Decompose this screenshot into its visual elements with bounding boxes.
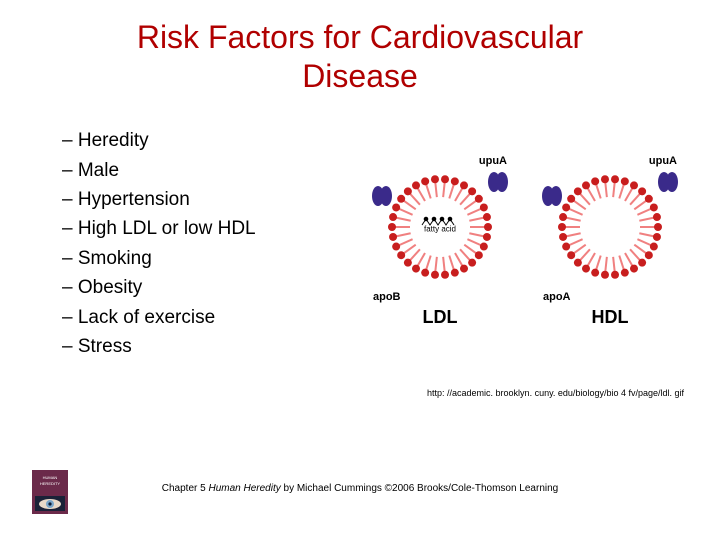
footer-book-title: Human Heredity: [208, 483, 280, 494]
footer-citation: Chapter 5 Human Heredity by Michael Cumm…: [0, 483, 720, 494]
apoa-side-marker-icon: [541, 185, 563, 207]
ldl-name-label: LDL: [365, 307, 515, 328]
footer-pre: Chapter 5: [162, 483, 209, 494]
ldl-panel: upuA fatty acid: [365, 155, 515, 328]
apoa-top-marker-icon: [657, 171, 679, 193]
lipoprotein-row: upuA fatty acid: [360, 155, 690, 328]
list-item: – Lack of exercise: [62, 303, 360, 332]
ldl-apo-top-label: upuA: [365, 155, 515, 167]
list-item: – Hypertension: [62, 185, 360, 214]
list-item: – Male: [62, 156, 360, 185]
apoa-marker-icon: [487, 171, 509, 193]
apob-marker-icon: [371, 185, 393, 207]
ldl-core-label: fatty acid: [424, 225, 456, 234]
hdl-apo-top-label: upuA: [535, 155, 685, 167]
ldl-apob-label: apoB: [365, 291, 515, 303]
list-item: – Heredity: [62, 126, 360, 155]
footer-post: by Michael Cummings ©2006 Brooks/Cole-Th…: [281, 483, 559, 494]
image-source-url: http: //academic. brooklyn. cuny. edu/bi…: [427, 388, 684, 398]
risk-factor-list: – Heredity – Male – Hypertension – High …: [0, 126, 360, 362]
list-item: – Stress: [62, 332, 360, 361]
hdl-apo-side-label: apoA: [535, 291, 685, 303]
hdl-name-label: HDL: [535, 307, 685, 328]
list-item: – Smoking: [62, 244, 360, 273]
textbook-cover-icon: HUMAN HEREDITY: [32, 470, 68, 514]
page-title: Risk Factors for Cardiovascular Disease: [0, 0, 720, 96]
title-line-1: Risk Factors for Cardiovascular: [137, 19, 583, 55]
lipoprotein-figure: upuA fatty acid: [360, 155, 690, 328]
title-line-2: Disease: [302, 58, 418, 94]
svg-text:HEREDITY: HEREDITY: [40, 481, 61, 486]
list-item: – High LDL or low HDL: [62, 214, 360, 243]
hdl-panel: upuA apoA HDL: [535, 155, 685, 328]
hdl-particle-icon: [550, 167, 670, 287]
list-item: – Obesity: [62, 273, 360, 302]
svg-text:HUMAN: HUMAN: [43, 475, 58, 480]
